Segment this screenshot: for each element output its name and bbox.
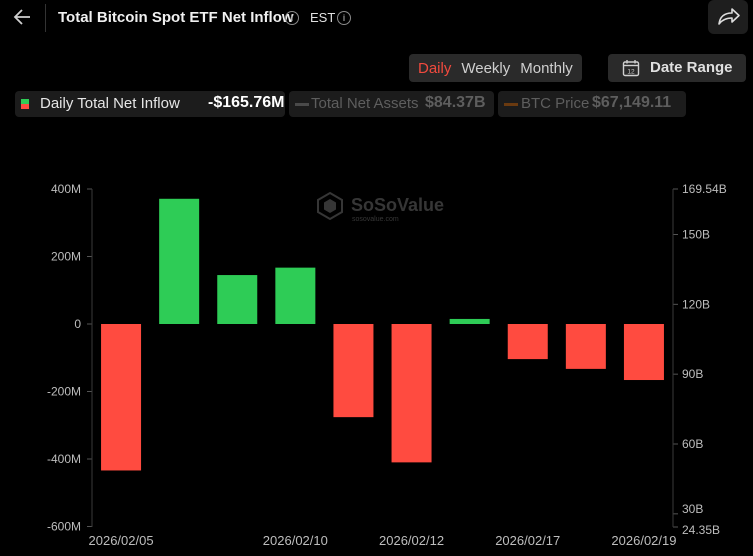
y-right-tick-label: 150B — [682, 227, 710, 241]
y-right-tick-label: 30B — [682, 502, 703, 516]
y-left-tick-label: 0 — [74, 317, 81, 331]
legend-label: Daily Total Net Inflow — [40, 95, 180, 112]
bar-series — [101, 198, 664, 471]
bar-2026/02/13[interactable] — [449, 318, 490, 324]
sosovalue-logo-icon — [317, 191, 343, 221]
y-right-tick-label: 120B — [682, 297, 710, 311]
timezone-label: EST — [310, 10, 336, 25]
date-range-label: Date Range — [650, 59, 733, 76]
bar-2026/02/12[interactable] — [391, 324, 432, 463]
x-tick-label: 2026/02/12 — [379, 533, 444, 548]
y-axis-left: 400M 200M 0 -200M -400M -600M — [47, 182, 92, 534]
watermark: SoSoValue sosovalue.com — [317, 191, 444, 223]
bar-2026/02/18[interactable] — [565, 324, 606, 369]
legend-daily-net-inflow[interactable]: Daily Total Net Inflow -$165.76M — [15, 91, 285, 117]
y-left-tick-label: 200M — [51, 250, 81, 264]
calendar-icon: 12 — [622, 60, 640, 77]
share-button[interactable] — [708, 0, 748, 34]
legend-total-net-assets[interactable]: Total Net Assets $84.37B — [289, 91, 494, 117]
x-axis: 2026/02/05 2026/02/10 2026/02/12 2026/02/17… — [89, 533, 677, 548]
y-right-tick-label: 90B — [682, 367, 703, 381]
bar-2026/02/11[interactable] — [333, 324, 374, 418]
y-right-tick-label: 60B — [682, 437, 703, 451]
share-icon — [718, 8, 740, 25]
watermark-url: sosovalue.com — [352, 216, 399, 223]
y-left-tick-label: -200M — [47, 385, 81, 399]
y-left-tick-label: -600M — [47, 520, 81, 534]
title-info-icon[interactable]: i — [285, 11, 299, 25]
y-left-tick-label: 400M — [51, 182, 81, 196]
y-left-tick-label: -400M — [47, 452, 81, 466]
inflow-swatch — [21, 99, 29, 109]
x-tick-label: 2026/02/05 — [89, 533, 154, 548]
y-right-tick-label: 24.35B — [682, 523, 720, 537]
page-title: Total Bitcoin Spot ETF Net Inflow — [58, 9, 294, 26]
legend-value: -$165.76M — [208, 94, 285, 111]
header-bar: Total Bitcoin Spot ETF Net Inflow i EST … — [0, 0, 753, 36]
y-right-tick-label: 169.54B — [682, 182, 727, 196]
legend-value: $67,149.11 — [592, 94, 672, 111]
date-range-button[interactable]: 12 Date Range — [608, 54, 746, 82]
header-divider — [45, 4, 46, 32]
price-swatch — [504, 103, 518, 106]
bar-2026/02/10[interactable] — [275, 267, 316, 324]
period-weekly-button[interactable]: Weekly — [461, 59, 511, 77]
bar-2026/02/06[interactable] — [159, 198, 200, 324]
back-button[interactable] — [12, 6, 34, 28]
assets-swatch — [295, 103, 309, 106]
legend-label: Total Net Assets — [311, 95, 419, 112]
legend-value: $84.37B — [425, 94, 486, 111]
y-axis-right: 169.54B 150B 120B 90B 60B 30B 24.35B — [673, 182, 727, 537]
period-monthly-button[interactable]: Monthly — [520, 59, 573, 77]
legend-btc-price[interactable]: BTC Price $67,149.11 — [498, 91, 686, 117]
bar-2026/02/17[interactable] — [507, 324, 548, 360]
calendar-day-text: 12 — [627, 69, 635, 76]
legend-label: BTC Price — [521, 95, 590, 112]
watermark-brand: SoSoValue — [351, 195, 444, 215]
period-daily-button[interactable]: Daily — [418, 59, 452, 77]
x-tick-label: 2026/02/19 — [611, 533, 676, 548]
arrow-left-icon — [13, 9, 30, 25]
x-tick-label: 2026/02/10 — [263, 533, 328, 548]
bar-2026/02/05[interactable] — [101, 324, 142, 471]
timezone-info-icon[interactable]: i — [337, 11, 351, 25]
period-selector: Daily Weekly Monthly — [409, 54, 582, 82]
bar-2026/02/09[interactable] — [217, 275, 258, 324]
x-tick-label: 2026/02/17 — [495, 533, 560, 548]
bar-2026/02/19[interactable] — [623, 324, 664, 381]
